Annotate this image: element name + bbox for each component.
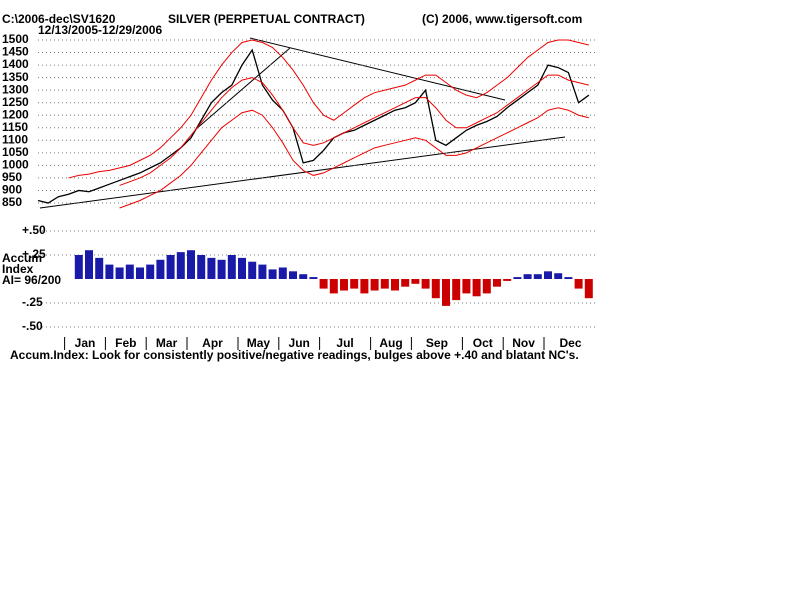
y-tick-label: +.50	[22, 223, 46, 237]
accum-bar	[574, 279, 583, 289]
accum-bar	[166, 255, 175, 279]
accum-bar	[136, 267, 144, 279]
chart-title: SILVER (PERPETUAL CONTRACT)	[168, 12, 365, 26]
accum-bar	[176, 252, 185, 279]
accum-bar	[309, 277, 318, 279]
y-tick-label: +.25	[22, 247, 46, 261]
accum-bar	[329, 279, 338, 294]
series-line	[119, 74, 589, 186]
y-tick-label: 1250	[2, 95, 29, 109]
accum-bar	[125, 264, 134, 279]
x-tick-label: Oct	[473, 336, 493, 350]
y-tick-label: 1450	[2, 45, 29, 59]
y-tick-label: 950	[2, 170, 22, 184]
accum-bar	[268, 269, 277, 279]
accum-bar	[197, 255, 206, 279]
accum-bar	[584, 279, 593, 299]
y-tick-label: 1200	[2, 107, 29, 121]
accum-bar	[523, 274, 532, 279]
accum-label: AI= 96/200	[2, 273, 61, 287]
accum-bar	[299, 274, 308, 279]
y-tick-label: 1000	[2, 158, 29, 172]
accum-bar	[472, 279, 481, 297]
accum-bar	[431, 279, 440, 299]
accum-bar	[115, 267, 124, 279]
accum-bar	[74, 255, 83, 279]
y-tick-label: 1500	[2, 32, 29, 46]
accum-bar	[533, 274, 542, 279]
x-tick-label: Jan	[75, 336, 96, 350]
trend-line	[249, 37, 506, 101]
copyright: (C) 2006, www.tigersoft.com	[422, 12, 582, 26]
trend-lines	[39, 37, 566, 209]
accum-bar	[258, 264, 267, 279]
trend-line	[39, 136, 566, 209]
accum-bar	[452, 279, 461, 301]
accum-bar	[564, 277, 573, 279]
x-tick-label: Feb	[115, 336, 136, 350]
x-tick-label: Sep	[426, 336, 448, 350]
y-tick-label: 1400	[2, 57, 29, 71]
accum-bar	[85, 250, 93, 279]
file-path: C:\2006-dec\SV1620	[2, 12, 116, 26]
accum-bar	[442, 279, 450, 306]
accum-bar	[289, 271, 297, 279]
x-tick-label: Apr	[202, 336, 223, 350]
y-tick-label: 1300	[2, 82, 29, 96]
x-tick-label: Dec	[559, 336, 581, 350]
series-line	[68, 39, 589, 179]
accum-bar	[217, 259, 226, 279]
accum-bar	[370, 279, 379, 291]
accum-bar	[421, 279, 430, 289]
accum-bar	[513, 277, 522, 279]
accum-bar	[156, 259, 165, 279]
accum-bar	[207, 257, 216, 279]
x-tick-label: Jul	[336, 336, 353, 350]
y-tick-label: 1100	[2, 132, 28, 146]
accum-label: Accum	[2, 251, 42, 265]
x-tick-label: Jun	[289, 336, 310, 350]
accum-bar	[105, 264, 114, 279]
y-tick-label: 1050	[2, 145, 29, 159]
accum-bar	[493, 279, 501, 287]
accum-bar	[238, 257, 246, 279]
accum-bar	[544, 271, 552, 279]
y-tick-label: 1150	[2, 120, 28, 134]
series-line	[37, 48, 590, 204]
y-tick-label: 850	[2, 195, 22, 209]
accum-bar	[380, 279, 389, 289]
accum-bar	[319, 279, 328, 289]
y-tick-label: -.25	[22, 295, 43, 309]
accum-label: Index	[2, 262, 34, 276]
x-tick-label: Aug	[379, 336, 402, 350]
accum-bar	[350, 279, 359, 289]
y-tick-label: -.50	[22, 319, 43, 333]
x-tick-label: Mar	[156, 336, 178, 350]
y-tick-label: 900	[2, 183, 22, 197]
accum-bar	[227, 255, 236, 279]
trend-line	[194, 47, 291, 131]
accum-bar	[554, 273, 563, 279]
accum-bar	[391, 279, 399, 291]
accum-bar	[503, 279, 512, 281]
accum-bar	[278, 267, 287, 279]
accum-bar	[146, 264, 155, 279]
x-tick-label: Nov	[512, 336, 535, 350]
accum-bar	[360, 279, 369, 294]
accum-bar	[187, 250, 195, 279]
x-tick-label: May	[247, 336, 271, 350]
date-range: 12/13/2005-12/29/2006	[38, 23, 162, 37]
y-tick-label: 1350	[2, 70, 29, 84]
series-line	[119, 107, 589, 209]
accum-note: Accum.Index: Look for consistently posit…	[10, 348, 579, 362]
accum-bar	[462, 279, 471, 294]
accum-bar	[248, 261, 257, 279]
accum-bar	[482, 279, 491, 294]
accum-bar	[401, 279, 410, 287]
accum-bar	[340, 279, 348, 291]
accum-bar	[411, 279, 420, 284]
accum-bar	[95, 257, 104, 279]
